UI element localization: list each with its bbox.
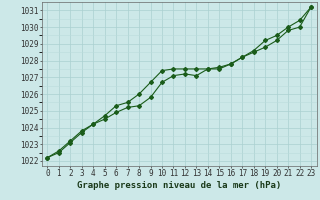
X-axis label: Graphe pression niveau de la mer (hPa): Graphe pression niveau de la mer (hPa) <box>77 181 281 190</box>
